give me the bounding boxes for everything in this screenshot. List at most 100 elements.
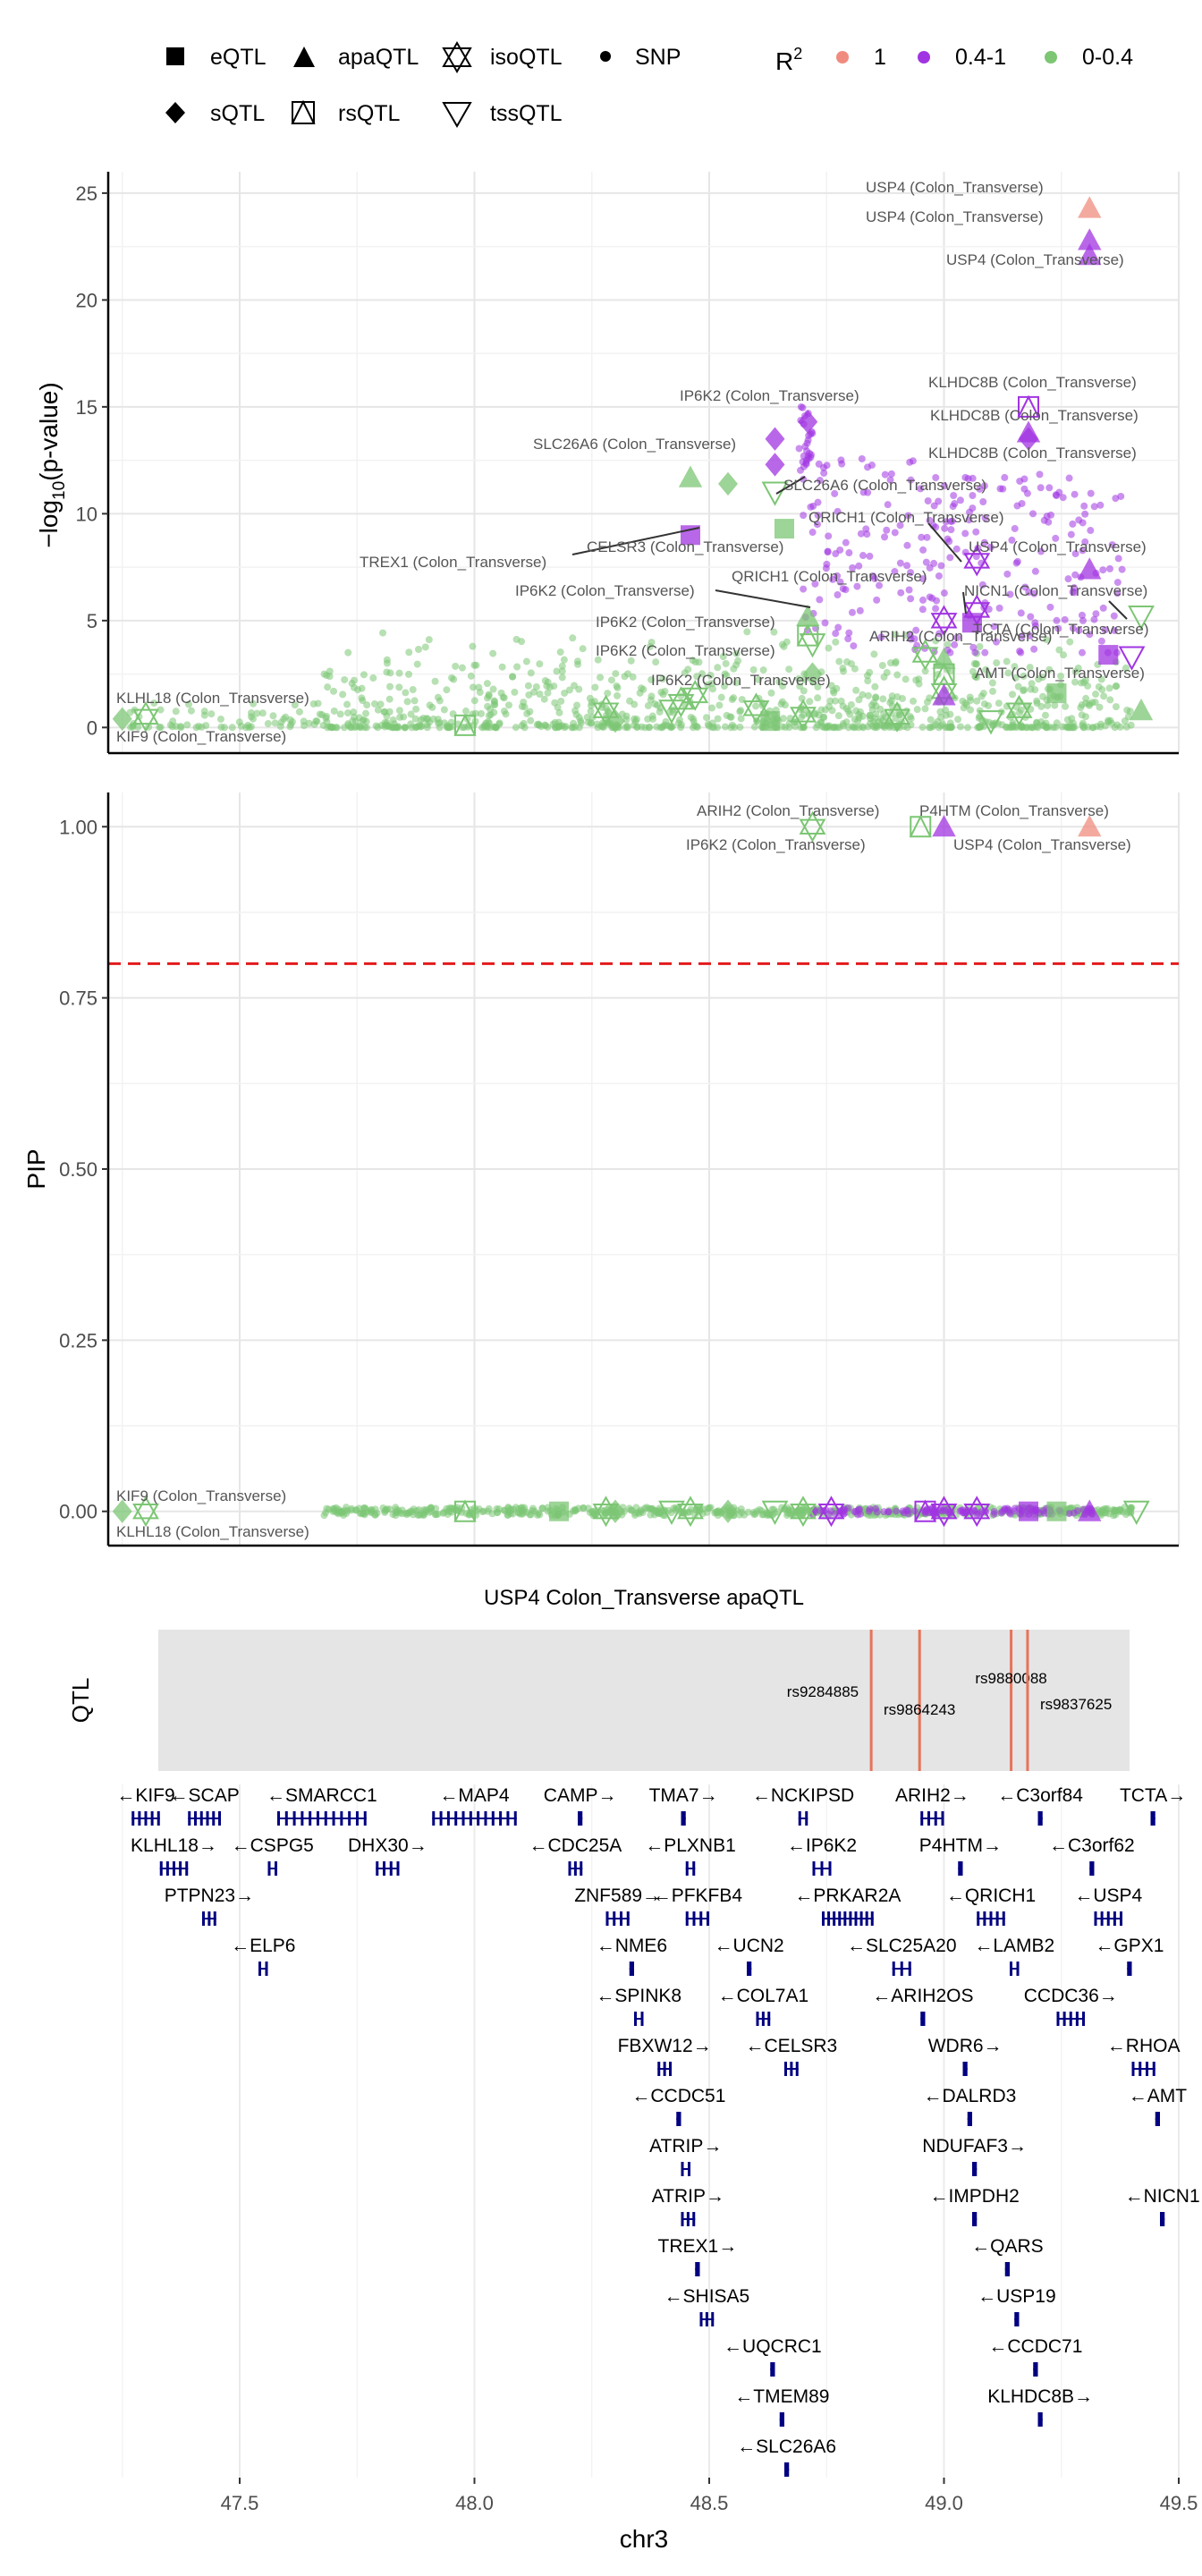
gene-exon <box>396 1861 400 1876</box>
snp-point <box>478 1507 487 1515</box>
snp-point <box>561 689 569 697</box>
gene-label: ←NME6 <box>597 1936 667 1956</box>
sqtl-point <box>765 453 785 477</box>
gene-exon <box>854 1911 858 1926</box>
snp-point <box>512 724 520 732</box>
gene-exon <box>870 1911 874 1926</box>
gene-exon <box>199 1811 203 1826</box>
gene-exon <box>941 1811 944 1826</box>
snp-point <box>648 692 656 700</box>
snp-point <box>752 702 760 710</box>
snp-point <box>865 1507 873 1515</box>
snp-point <box>535 720 543 728</box>
gene-exon <box>506 1811 510 1826</box>
gene-feature: ←SLC25A20 <box>847 1936 957 1976</box>
r2-high-legend-label: 1 <box>874 45 886 70</box>
snp-point <box>669 708 677 716</box>
gene-exon <box>446 1811 450 1826</box>
snp-point <box>973 697 981 705</box>
snp-point <box>1065 1510 1073 1518</box>
gene-exon <box>461 1811 465 1826</box>
snp-point <box>395 1509 403 1517</box>
snp-point <box>823 560 831 568</box>
gene-feature: ←ARIH2OS <box>872 1986 973 2026</box>
gene-exon <box>1139 2062 1142 2076</box>
snp-point <box>412 724 420 732</box>
snp-point <box>371 699 379 708</box>
eqtl-point <box>1098 645 1119 665</box>
snp-point <box>336 710 344 718</box>
snp-point <box>720 682 728 691</box>
snp-point <box>926 593 934 601</box>
gene-feature: ←GPX1 <box>1095 1936 1164 1976</box>
isoqtl-point <box>1005 694 1033 726</box>
gene-label: ←USP4 <box>1074 1885 1142 1906</box>
snp-point <box>330 687 338 695</box>
snp-point <box>444 724 452 732</box>
annotation-label: SLC26A6 (Colon_Transverse) <box>533 436 736 453</box>
snp-point <box>737 715 745 723</box>
snp-point <box>526 708 534 716</box>
snp-point <box>385 1505 394 1513</box>
snp-point <box>902 675 910 683</box>
snp-point <box>866 552 874 560</box>
snp-point <box>945 538 953 546</box>
snp-point <box>1096 501 1105 509</box>
snp-point <box>395 669 403 677</box>
snp-point <box>734 657 742 665</box>
snp-point <box>933 597 941 605</box>
gene-feature: WDR6→ <box>928 2036 1003 2076</box>
gene-exon <box>681 1811 686 1826</box>
snp-point <box>779 715 787 723</box>
gene-label: NDUFAF3→ <box>922 2136 1027 2157</box>
gene-exon <box>1016 1962 1020 1976</box>
snp-point <box>350 708 358 716</box>
apaqtl-point <box>1078 196 1102 218</box>
gene-label: ←COL7A1 <box>718 1986 809 2006</box>
snp-point <box>264 720 272 728</box>
eqtl-point <box>760 711 781 732</box>
tssqtl-point <box>658 1500 685 1526</box>
gene-label: ARIH2→ <box>895 1785 969 1806</box>
gene-feature: ←COL7A1 <box>718 1986 809 2026</box>
gene-feature: ←IMPDH2 <box>929 2186 1020 2226</box>
gene-feature: ←SMARCC1 <box>267 1785 377 1826</box>
snp-point <box>918 533 926 541</box>
snp-point <box>1015 708 1023 716</box>
snp-point <box>487 706 495 714</box>
annotation-label: QRICH1 (Colon_Transverse) <box>808 509 1004 526</box>
snp-point <box>906 713 914 721</box>
gene-exon <box>173 1861 175 1876</box>
snp-point <box>979 690 987 698</box>
snp-point <box>1013 502 1021 510</box>
snp-point <box>407 720 415 728</box>
snp-point <box>852 686 860 694</box>
gene-label: ←SPINK8 <box>596 1986 681 2006</box>
snp-point <box>627 657 635 665</box>
snp-point <box>417 716 425 724</box>
gene-exon <box>316 1811 319 1826</box>
gene-exon <box>389 1861 393 1876</box>
snp-point <box>1078 648 1086 657</box>
snp-point <box>177 724 185 732</box>
snp-point <box>923 533 931 541</box>
snp-point <box>489 685 497 693</box>
gene-label: ←IMPDH2 <box>929 2186 1019 2207</box>
gene-exon <box>761 2012 765 2026</box>
isoqtl-point <box>884 700 910 733</box>
snp-point <box>659 691 667 699</box>
gene-label: ←QRICH1 <box>946 1885 1036 1906</box>
snp-point <box>316 710 324 718</box>
gene-exon <box>159 1861 163 1876</box>
snp-point <box>571 707 579 715</box>
gene-feature: ←TMEM89 <box>734 2386 829 2427</box>
snp-point <box>825 644 833 652</box>
gene-exon <box>927 1811 930 1826</box>
snp-point <box>913 706 921 714</box>
snp-point <box>580 1504 588 1513</box>
snp-point <box>690 717 698 725</box>
snp-point <box>971 673 979 681</box>
snp-point <box>922 558 930 566</box>
snp-point <box>452 662 460 670</box>
snp-point <box>498 663 506 671</box>
